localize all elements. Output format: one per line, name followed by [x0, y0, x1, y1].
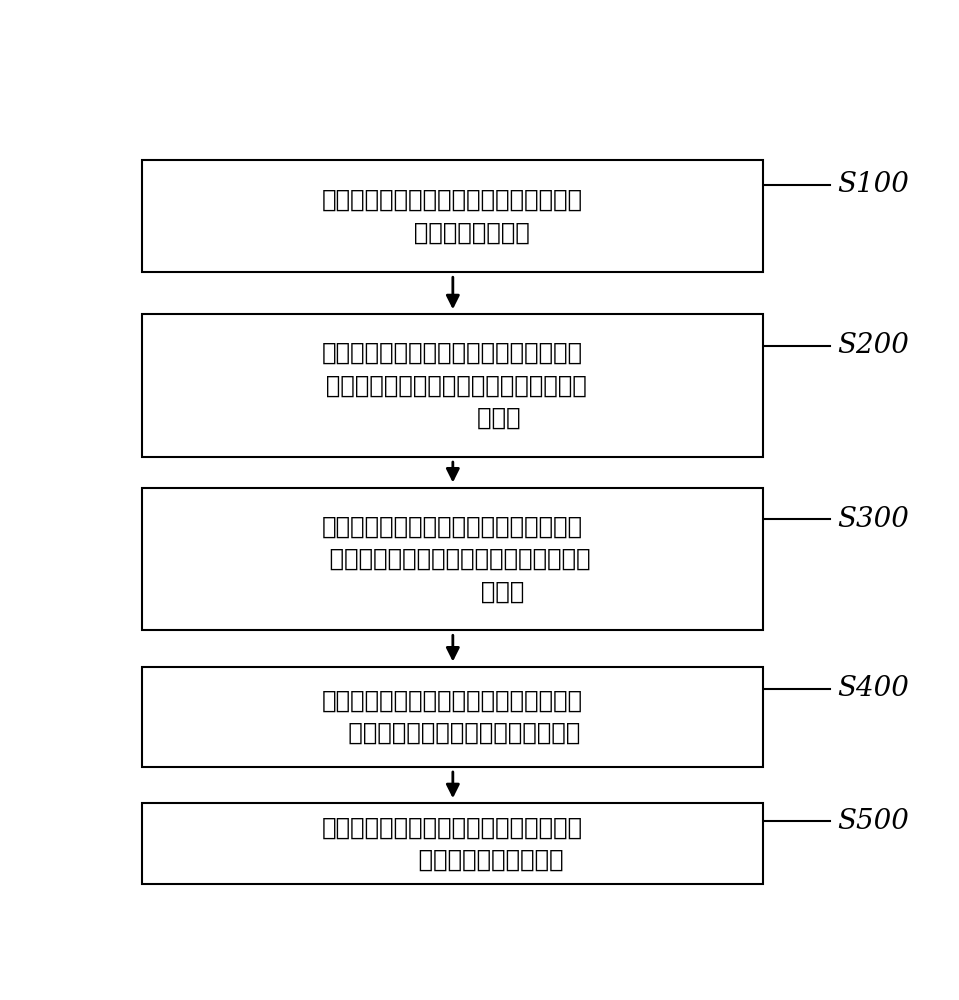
Text: 在获取到心电信号时，确定所述心电信号
     的高频区和低频区: 在获取到心电信号时，确定所述心电信号 的高频区和低频区 — [322, 188, 583, 245]
Text: 将拼接处理后的所述心电信号通过第二滤
          波器进行高频滤波处理: 将拼接处理后的所述心电信号通过第二滤 波器进行高频滤波处理 — [322, 816, 583, 872]
Bar — [142, 803, 762, 884]
Text: 根据所述第一滤波器滤除的干扰信号拟合
 出各低频区信号段中工频干扰信号的数学
            表达式: 根据所述第一滤波器滤除的干扰信号拟合 出各低频区信号段中工频干扰信号的数学 表达… — [318, 341, 587, 430]
Text: S100: S100 — [837, 171, 909, 198]
Text: S200: S200 — [837, 332, 909, 359]
Bar — [142, 667, 762, 767]
Text: S500: S500 — [837, 808, 909, 835]
Bar — [142, 314, 762, 457]
Text: S400: S400 — [837, 675, 909, 702]
Bar — [142, 488, 762, 630]
Text: 将各高频区信号段中的心电信号与相邻低
  频区信号段拟合出的工频干扰信号进行相
             减处理: 将各高频区信号段中的心电信号与相邻低 频区信号段拟合出的工频干扰信号进行相 减处… — [315, 514, 591, 603]
Text: S300: S300 — [837, 506, 909, 533]
Bar — [142, 160, 762, 272]
Text: 将滤波后得到的低频区信号与相减处理后
   得到的高频区信号按原顺序进行拼接: 将滤波后得到的低频区信号与相减处理后 得到的高频区信号按原顺序进行拼接 — [322, 688, 583, 745]
